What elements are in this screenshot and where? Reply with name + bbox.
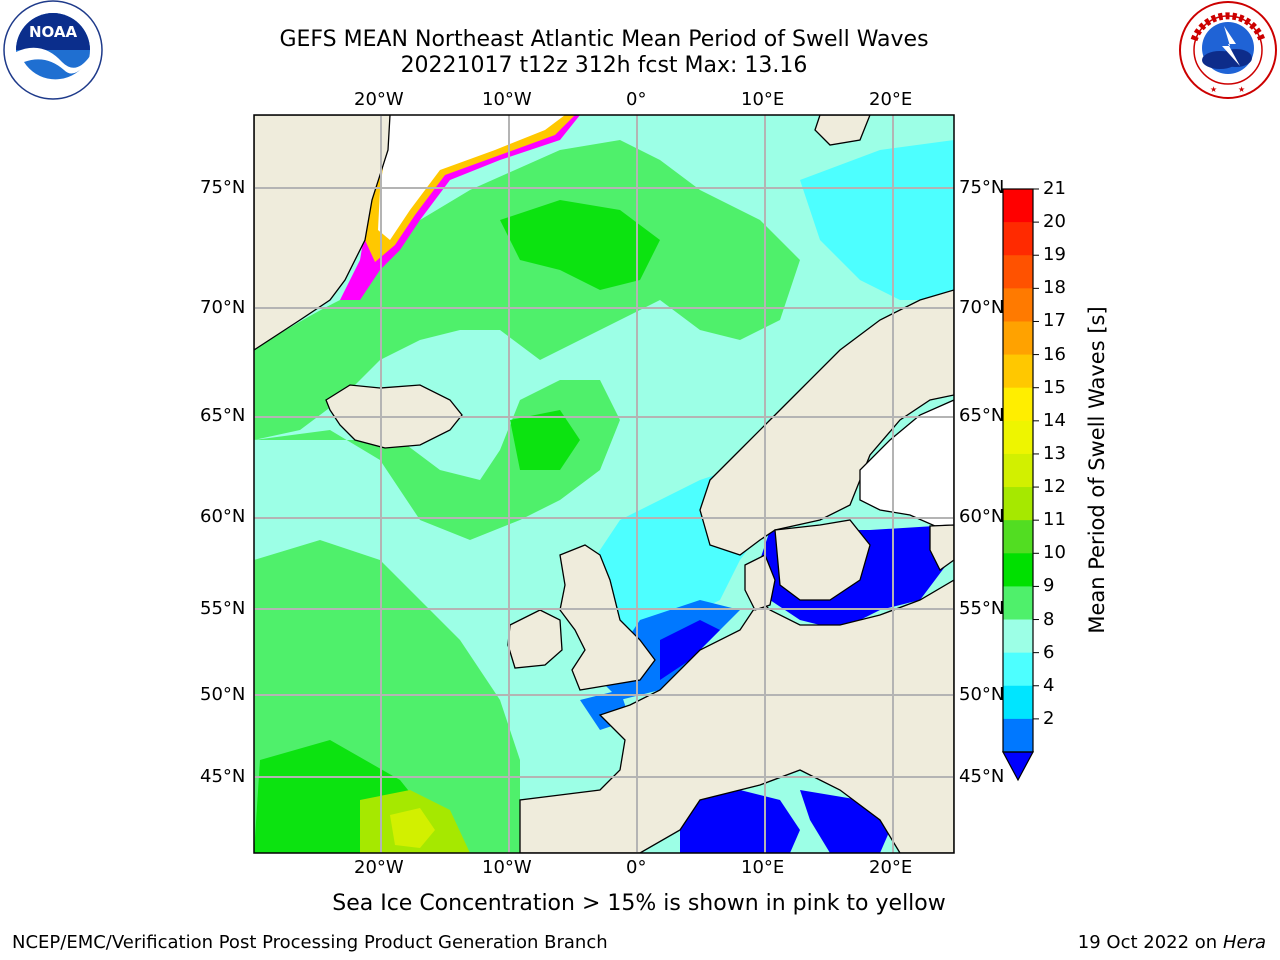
colorbar-segment (1003, 619, 1033, 654)
lon-label-0-bottom: 0° (626, 857, 647, 878)
colorbar-tick-label: 18 (1043, 277, 1066, 299)
lon-label-20w-bottom: 20°W (354, 857, 404, 878)
lon-label-20w: 20°W (354, 89, 404, 110)
colorbar-tick-label: 4 (1043, 674, 1055, 696)
lat-label-70n: 70°N (200, 297, 246, 318)
lon-label-10w: 10°W (482, 89, 532, 110)
lon-label-10e: 10°E (741, 89, 785, 110)
svg-text:★: ★ (1238, 85, 1245, 94)
noaa-logo-icon: NOAA (2, 0, 104, 102)
land-areas (254, 115, 954, 853)
colorbar-tick-label: 12 (1043, 476, 1066, 498)
colorbar-frame (1002, 188, 1034, 753)
colorbar-segment (1003, 354, 1033, 389)
lat-label-65n: 65°N (200, 405, 246, 426)
map-title-line2: 20221017 t12z 312h fcst Max: 13.16 (400, 53, 808, 78)
colorbar-segment (1003, 718, 1033, 753)
colorbar-tick-label: 20 (1043, 211, 1066, 233)
credit-date: 19 Oct 2022 on (1077, 932, 1223, 953)
colorbar-tick-label: 11 (1043, 509, 1066, 531)
lat-label-70n-right: 70°N (959, 297, 1005, 318)
lon-label-20e: 20°E (869, 89, 913, 110)
colorbar-tick-label: 2 (1043, 707, 1055, 729)
lon-label-0: 0° (626, 89, 647, 110)
sea-ice-area (340, 115, 580, 300)
svg-text:★: ★ (1210, 85, 1217, 94)
colorbar-label: Mean Period of Swell Waves [s] (1085, 306, 1109, 634)
colorbar-tick-label: 10 (1043, 542, 1066, 564)
swell-bright-green-areas (254, 200, 660, 853)
colorbar-segment (1003, 586, 1033, 621)
colorbar-segment (1003, 189, 1033, 223)
colorbar-tick-label: 16 (1043, 343, 1066, 365)
lat-label-45n: 45°N (200, 766, 246, 787)
colorbar-tick-label: 8 (1043, 608, 1055, 630)
colorbar-segment (1003, 553, 1033, 587)
colorbar-segment (1003, 685, 1033, 720)
credit-left: NCEP/EMC/Verification Post Processing Pr… (12, 932, 608, 953)
colorbar-segment (1003, 288, 1033, 322)
lat-label-45n-right: 45°N (959, 766, 1005, 787)
sea-ice-note: Sea Ice Concentration > 15% is shown in … (332, 891, 946, 916)
lon-label-10w-bottom: 10°W (482, 857, 532, 878)
colorbar (1001, 188, 1039, 782)
nws-logo-icon: ★ ★ (1178, 0, 1278, 100)
colorbar-tick-label: 17 (1043, 310, 1066, 332)
colorbar-tick-label: 21 (1043, 178, 1066, 199)
colorbar-tick-label: 6 (1043, 641, 1055, 663)
lat-label-65n-right: 65°N (959, 405, 1005, 426)
lat-label-75n: 75°N (200, 177, 246, 198)
colorbar-segment (1003, 453, 1033, 488)
map-frame (253, 114, 955, 854)
colorbar-tick-label: 15 (1043, 376, 1066, 398)
lat-label-55n-right: 55°N (959, 598, 1005, 619)
colorbar-segment (1003, 387, 1033, 422)
lat-label-75n-right: 75°N (959, 177, 1005, 198)
colorbar-segment (1003, 487, 1033, 521)
colorbar-tick-label: 19 (1043, 244, 1066, 266)
lat-label-60n-right: 60°N (959, 506, 1005, 527)
credit-host: Hera (1222, 932, 1266, 953)
lat-label-60n: 60°N (200, 506, 246, 527)
graticule (254, 115, 954, 853)
map-title-line1: GEFS MEAN Northeast Atlantic Mean Period… (279, 27, 929, 52)
colorbar-extend-arrow (1001, 751, 1035, 782)
lon-label-20e-bottom: 20°E (869, 857, 913, 878)
noaa-logo-text: NOAA (29, 23, 78, 41)
credit-right: 19 Oct 2022 on Hera (1078, 932, 1266, 953)
lat-label-50n: 50°N (200, 684, 246, 705)
colorbar-segment (1003, 321, 1033, 356)
colorbar-tick-label: 13 (1043, 442, 1066, 464)
lon-label-10e-bottom: 10°E (741, 857, 785, 878)
colorbar-segment (1003, 255, 1033, 289)
lat-label-55n: 55°N (200, 598, 246, 619)
colorbar-tick-label: 9 (1043, 575, 1055, 597)
swell-max-area (390, 808, 435, 848)
colorbar-segment (1003, 420, 1033, 455)
lat-label-50n-right: 50°N (959, 684, 1005, 705)
colorbar-segment (1003, 652, 1033, 687)
colorbar-segment (1003, 520, 1033, 554)
colorbar-segment (1003, 222, 1033, 256)
colorbar-tick-label: 14 (1043, 409, 1066, 431)
